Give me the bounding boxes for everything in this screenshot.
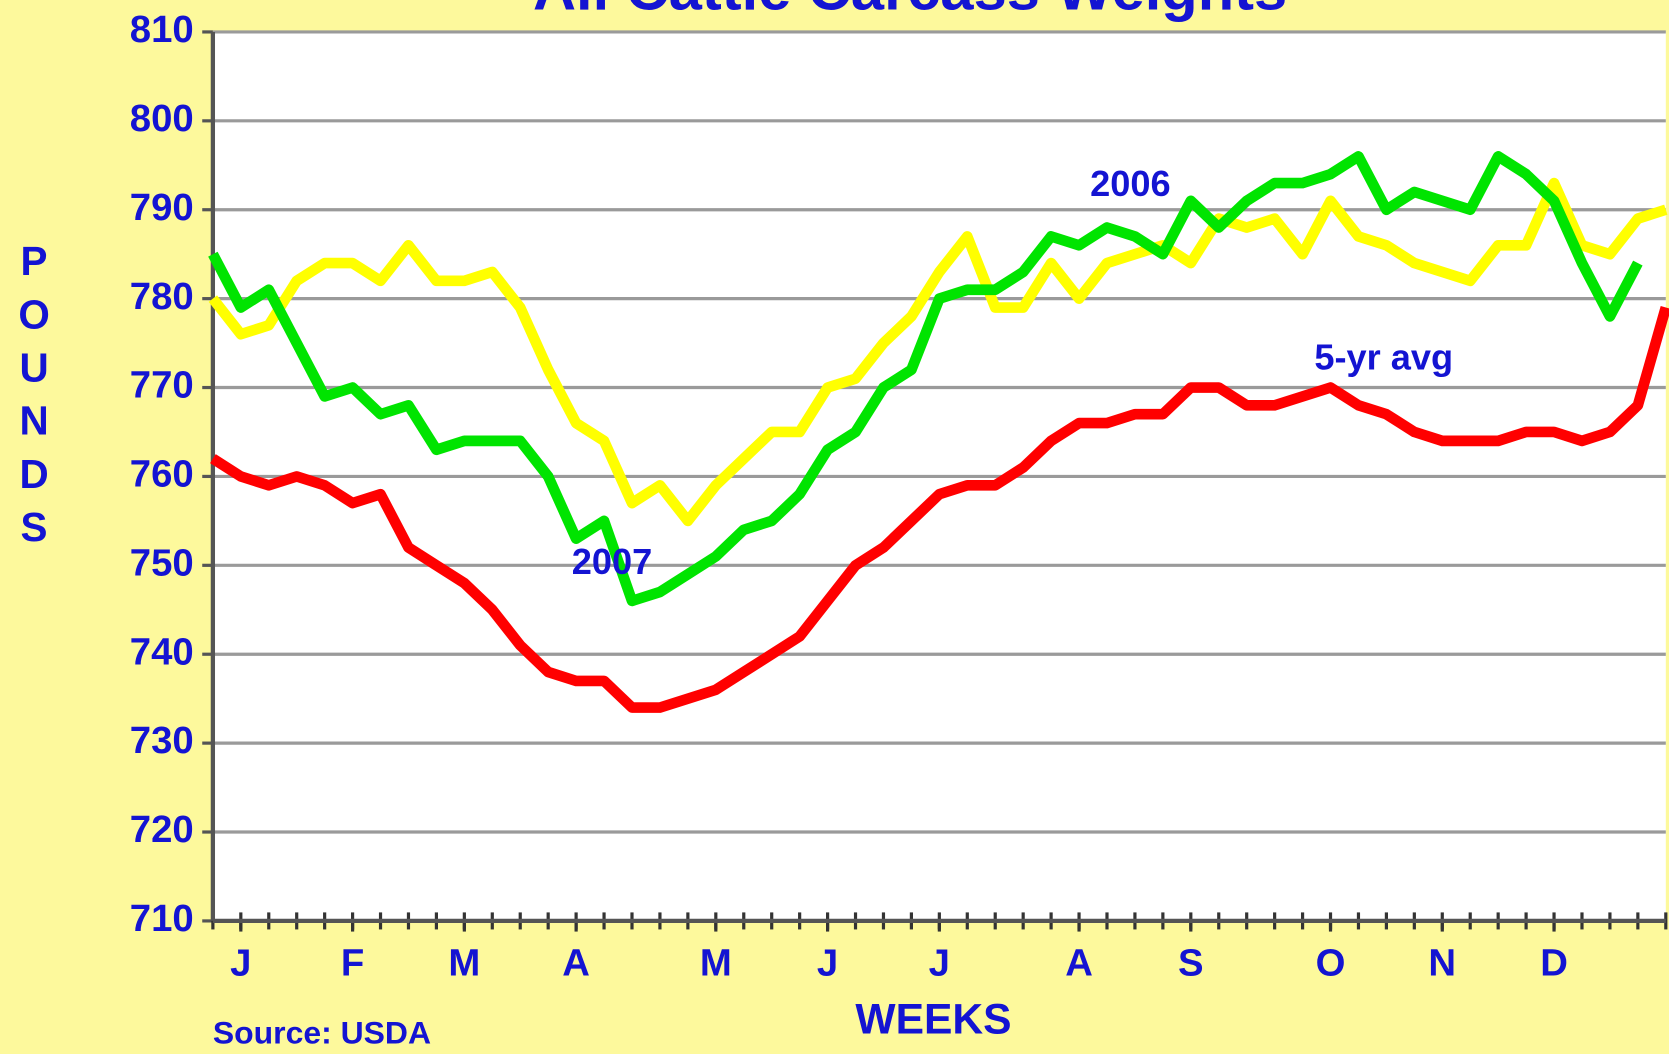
series-label: 2007	[572, 541, 653, 582]
x-tick-label: J	[817, 942, 838, 985]
series-line	[208, 151, 1643, 607]
series-line	[208, 177, 1668, 527]
y-tick-label: 720	[130, 808, 194, 851]
y-tick-label: 800	[130, 97, 194, 140]
series-label: 2006	[1090, 163, 1171, 204]
x-tick-label: M	[448, 942, 480, 985]
y-tick-label: 760	[130, 453, 194, 496]
y-tick-label: 780	[130, 275, 194, 318]
x-tick-label: J	[929, 942, 950, 985]
x-tick-label: J	[230, 942, 251, 985]
chart-title: All Cattle Carcass Weights	[533, 0, 1287, 22]
x-tick-label: F	[341, 942, 364, 985]
x-tick-label: S	[1178, 942, 1204, 985]
x-tick-label: A	[1065, 942, 1093, 985]
x-tick-label: O	[1316, 942, 1346, 985]
x-tick-label: M	[700, 942, 732, 985]
x-tick-label: D	[1540, 942, 1568, 985]
y-tick-label: 770	[130, 364, 194, 407]
series-label: 5-yr avg	[1314, 336, 1453, 377]
y-tick-label: 710	[130, 897, 194, 940]
y-tick-label: 810	[130, 8, 194, 51]
x-tick-label: A	[562, 942, 590, 985]
x-axis-label: WEEKS	[855, 995, 1011, 1043]
y-tick-label: 790	[130, 186, 194, 229]
source-note: Source: USDA	[213, 1014, 431, 1050]
series-line	[210, 306, 1669, 713]
y-tick-label: 750	[130, 541, 194, 584]
x-tick-label: N	[1428, 942, 1456, 985]
y-tick-label: 740	[130, 630, 194, 673]
y-tick-label: 730	[130, 719, 194, 762]
